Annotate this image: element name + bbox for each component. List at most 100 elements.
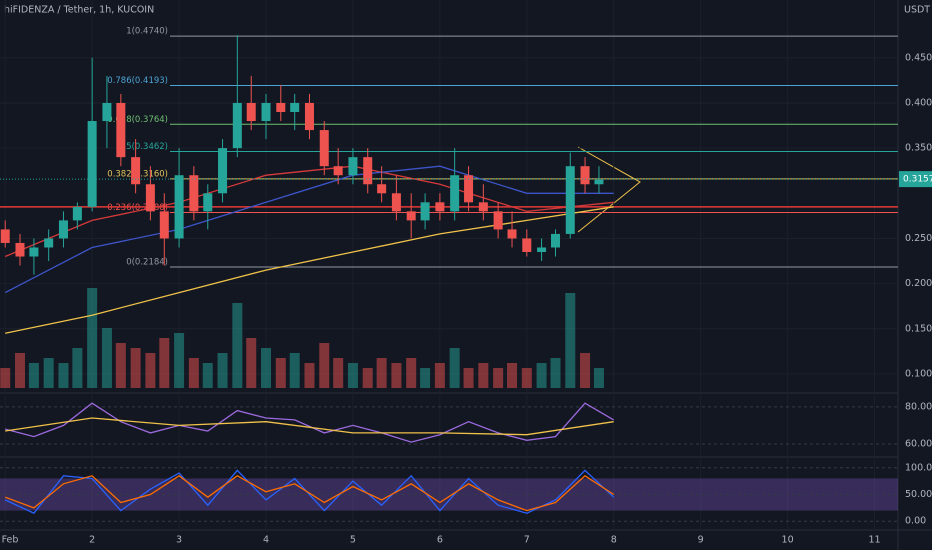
- x-tick-label: 9: [698, 535, 704, 546]
- fib-label: 0.618(0.3764): [107, 115, 168, 125]
- candle-body: [116, 102, 126, 158]
- volume-bar: [217, 353, 228, 388]
- candle-body: [189, 175, 199, 212]
- x-tick-label: Feb: [2, 535, 19, 546]
- candle-body: [44, 238, 54, 248]
- y-tick-label: 100.00: [905, 462, 932, 473]
- last-price-tag: [899, 171, 932, 188]
- candle-body: [580, 166, 590, 185]
- candle-body: [522, 238, 532, 252]
- candle-body: [550, 233, 560, 248]
- x-tick-label: 4: [263, 535, 269, 546]
- volume-bar: [536, 363, 547, 388]
- volume-bar: [347, 363, 358, 388]
- volume-bar: [580, 353, 591, 388]
- volume-bar: [463, 368, 474, 388]
- candle-body: [507, 229, 517, 239]
- volume-bar: [14, 353, 25, 388]
- volume-bar: [550, 358, 561, 388]
- indicator-line: [5, 417, 614, 436]
- y-tick-label: 0.4500: [905, 52, 932, 63]
- candle-body: [0, 229, 10, 243]
- volume-bar: [493, 368, 504, 388]
- candle-body: [594, 179, 604, 185]
- candle-body: [464, 175, 474, 203]
- triangle-drawing: [577, 146, 641, 233]
- candle-body: [391, 193, 401, 212]
- volume-bar: [261, 348, 272, 388]
- moving-average: [4, 165, 614, 258]
- indicator-line: [5, 402, 615, 443]
- y-tick-label: 60.00: [905, 438, 932, 449]
- candle-body: [319, 130, 329, 167]
- volume-bar: [232, 303, 243, 388]
- volume-bar: [391, 363, 402, 388]
- moving-average: [4, 165, 614, 294]
- fib-label: 0.5(0.3462): [118, 142, 168, 152]
- volume-bar: [101, 328, 112, 388]
- candle-body: [537, 247, 547, 252]
- volume-bar: [507, 363, 518, 388]
- candle-body: [15, 242, 25, 257]
- volume-bar: [449, 348, 460, 388]
- candle-body: [478, 202, 488, 212]
- fib-label: 0(0.2184): [126, 257, 168, 267]
- volume-bar: [565, 293, 576, 388]
- x-tick-label: 2: [89, 535, 95, 546]
- indicator-line: [4, 469, 615, 515]
- volume-bar: [130, 348, 141, 388]
- volume-bar: [28, 363, 39, 388]
- volume-bar: [333, 358, 344, 388]
- candle-body: [493, 211, 503, 230]
- candle-body: [232, 102, 242, 149]
- candle-body: [406, 211, 416, 221]
- volume-bar: [0, 368, 11, 388]
- volume-bar: [289, 353, 300, 388]
- volume-bar: [174, 333, 185, 388]
- candle-body: [450, 175, 460, 212]
- candle-body: [420, 202, 430, 221]
- candle-body: [333, 166, 343, 176]
- x-tick-label: 8: [611, 535, 617, 546]
- volume-bar: [434, 363, 445, 388]
- candle-body: [72, 206, 82, 221]
- volume-bar: [87, 288, 98, 388]
- volume-bar: [420, 368, 431, 388]
- fib-label: 0.786(0.4193): [107, 76, 168, 86]
- candle-body: [203, 193, 213, 212]
- candle-body: [363, 157, 373, 185]
- volume-bar: [202, 363, 213, 388]
- y-tick-label: 0.00: [905, 516, 926, 527]
- x-tick-label: 7: [524, 535, 530, 546]
- candle-body: [145, 184, 155, 212]
- candle-body: [246, 102, 256, 122]
- x-tick-label: 10: [782, 535, 794, 546]
- candle-body: [87, 121, 97, 207]
- candle-body: [435, 202, 445, 212]
- fib-label: 1(0.4740): [126, 27, 168, 37]
- volume-bar: [376, 358, 387, 388]
- volume-bar: [406, 358, 417, 388]
- candle-body: [377, 184, 387, 194]
- candle-body: [565, 166, 575, 234]
- volume-bar: [521, 368, 532, 388]
- volume-bar: [319, 343, 330, 388]
- candle-body: [218, 148, 228, 194]
- volume-bar: [115, 343, 126, 388]
- fib-label: 0.236(0.2788): [107, 203, 168, 213]
- candle-body: [174, 175, 184, 239]
- volume-bar: [275, 358, 286, 388]
- x-tick-label: 5: [350, 535, 356, 546]
- last-price-label: 0.3157: [903, 175, 932, 185]
- x-tick-label: 6: [437, 535, 443, 546]
- x-tick-label: 3: [176, 535, 182, 546]
- candle-body: [29, 247, 39, 257]
